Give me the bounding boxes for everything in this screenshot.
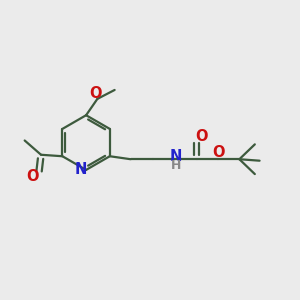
Text: N: N — [170, 149, 182, 164]
Text: N: N — [75, 162, 87, 177]
Text: O: O — [212, 145, 225, 160]
Text: O: O — [26, 169, 38, 184]
Text: O: O — [90, 86, 102, 101]
Text: O: O — [196, 129, 208, 144]
Text: H: H — [171, 159, 181, 172]
